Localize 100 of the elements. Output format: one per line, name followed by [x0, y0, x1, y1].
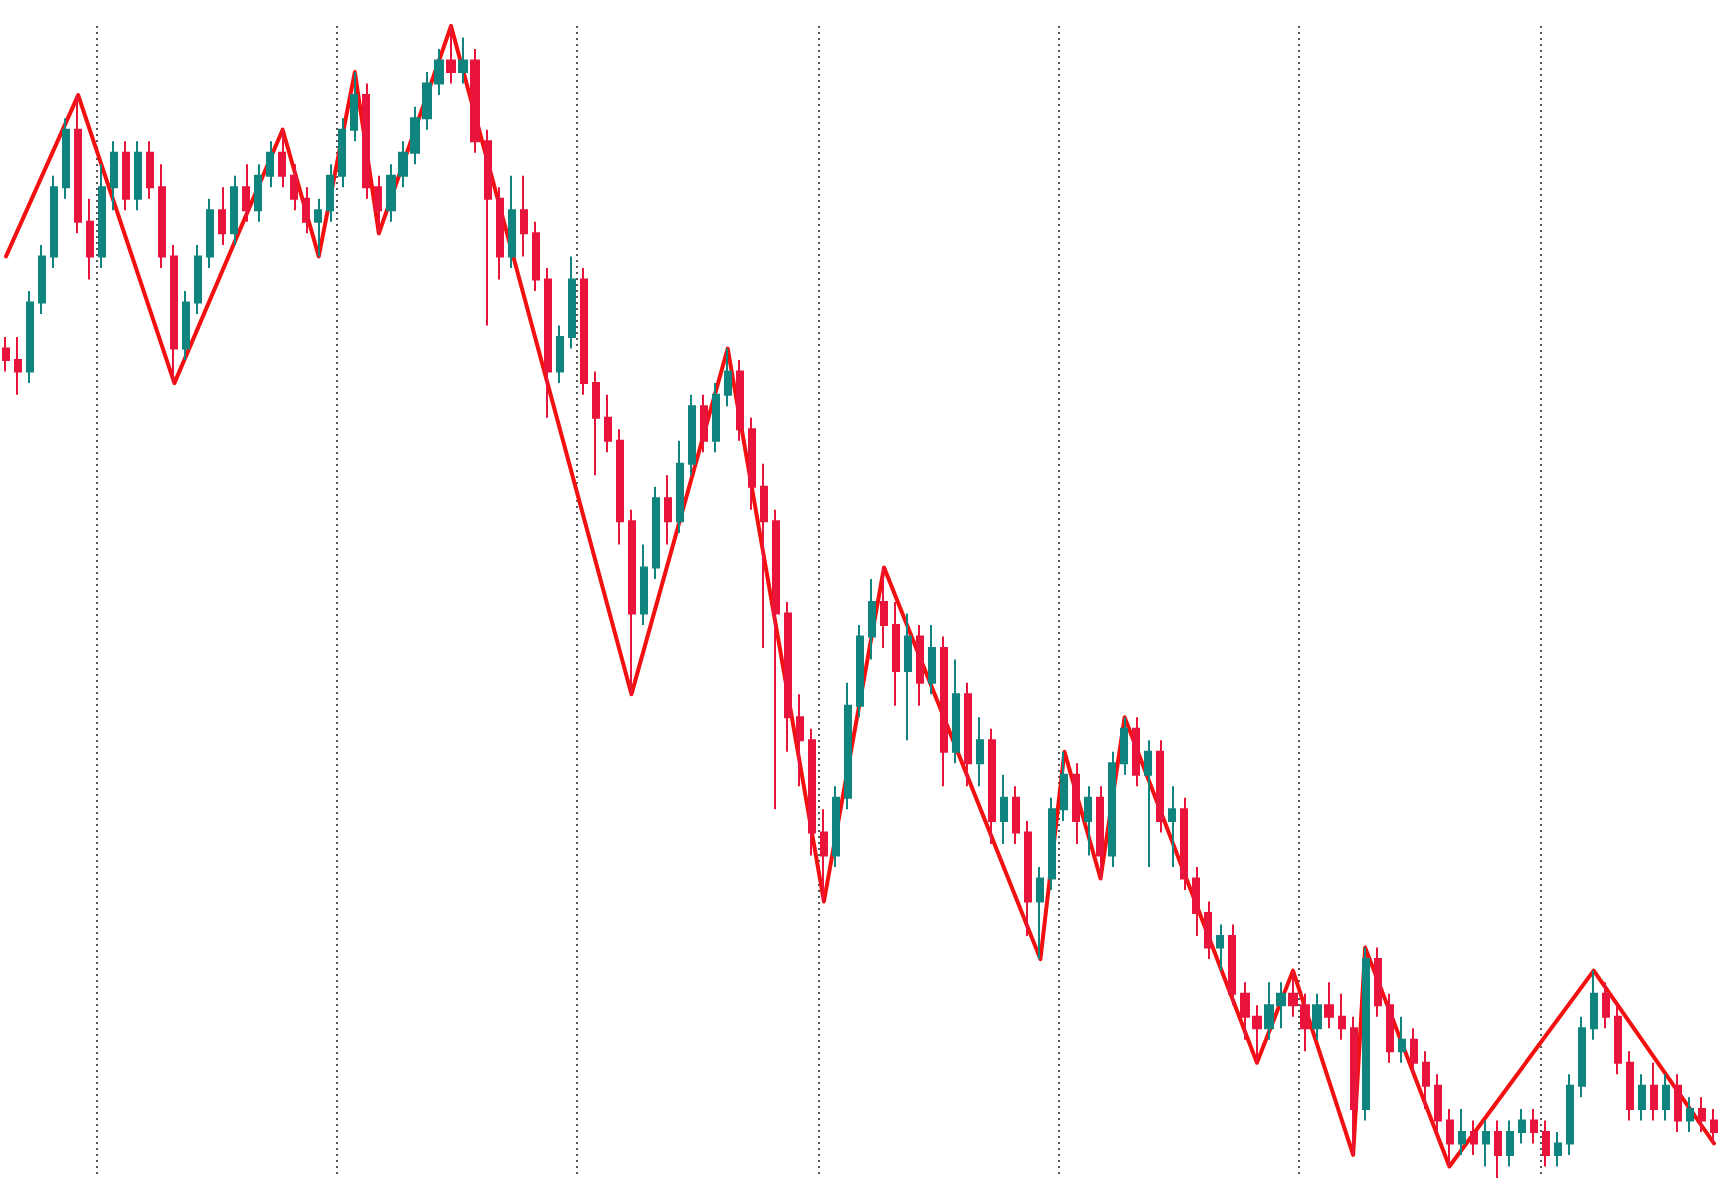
candlestick	[508, 174, 516, 269]
candlestick	[1362, 946, 1370, 1122]
candlestick	[1338, 992, 1346, 1041]
candlestick	[1470, 1119, 1478, 1156]
candlestick	[314, 197, 322, 258]
candlestick	[724, 347, 732, 408]
candlestick	[532, 220, 540, 292]
candlestick	[1350, 1015, 1358, 1156]
candlestick	[242, 163, 250, 223]
candlestick	[362, 82, 370, 200]
candlestick	[952, 658, 960, 765]
candlestick	[628, 508, 636, 696]
candlestick	[784, 601, 792, 753]
candlestick	[1024, 819, 1032, 938]
candlestick	[1710, 1107, 1718, 1145]
candlestick	[1120, 716, 1128, 776]
candlestick	[844, 681, 852, 811]
candlestick	[470, 48, 480, 154]
candlestick	[206, 197, 214, 269]
candlestick	[640, 543, 648, 627]
candlestick	[302, 186, 310, 235]
candlestick	[170, 243, 178, 385]
candlestick	[350, 71, 358, 143]
candlestick	[182, 289, 190, 362]
candlestick	[556, 324, 564, 385]
candlestick	[904, 612, 912, 742]
candlestick	[146, 140, 154, 200]
candlestick	[230, 174, 238, 246]
candlestick	[748, 416, 756, 511]
candlestick	[458, 36, 468, 85]
candlestick	[616, 428, 624, 546]
candlestick	[1192, 865, 1200, 938]
candlestick	[1180, 796, 1188, 891]
candlestick	[664, 474, 672, 546]
candlestick	[1216, 923, 1224, 972]
candlestick	[1422, 1050, 1430, 1110]
candlestick	[218, 186, 226, 246]
candlestick	[1410, 1027, 1418, 1076]
candlestick	[1518, 1107, 1526, 1145]
candlestick	[676, 439, 684, 534]
candlestick	[1482, 1119, 1490, 1168]
candlestick	[1084, 785, 1092, 857]
candlestick	[1542, 1119, 1550, 1168]
candlestick	[1434, 1073, 1442, 1133]
candlestick	[1386, 992, 1394, 1064]
candlestick	[278, 128, 286, 189]
candlestick	[1602, 981, 1610, 1030]
candlestick	[520, 174, 528, 258]
candlestick	[808, 727, 816, 857]
candlestick	[254, 163, 262, 223]
candlestick	[1156, 739, 1164, 834]
candlestick	[772, 508, 780, 811]
candlestick	[1650, 1061, 1658, 1122]
candlestick	[1096, 785, 1104, 880]
candlestick	[1566, 1073, 1574, 1156]
candlestick	[916, 624, 924, 707]
candlestick	[26, 289, 34, 385]
candlestick	[1048, 796, 1056, 891]
candlestick	[760, 462, 768, 650]
candlestick	[700, 393, 708, 454]
candlestick	[1578, 1015, 1586, 1099]
candlestick	[1228, 923, 1236, 1007]
candlestick	[194, 243, 202, 315]
candlestick	[1312, 992, 1322, 1041]
candlestick	[820, 808, 828, 903]
candlestick	[1626, 1050, 1634, 1122]
candlestick	[544, 266, 552, 419]
candlestick	[1036, 865, 1044, 961]
candlestick	[1698, 1096, 1706, 1133]
candlestick	[446, 25, 456, 85]
candlestick	[580, 266, 588, 396]
candlestick	[374, 174, 382, 235]
candlestick	[712, 382, 720, 454]
candlestick	[1446, 1107, 1454, 1168]
candlestick	[1144, 739, 1152, 868]
candlestick	[1132, 716, 1140, 788]
candlestick	[110, 140, 118, 212]
candlestick	[326, 163, 334, 223]
candlestick	[880, 566, 888, 650]
candlestick	[496, 186, 504, 281]
candlestick	[652, 485, 660, 580]
candlestick	[1638, 1073, 1646, 1122]
candlestick	[832, 785, 840, 868]
candlestick	[134, 140, 142, 212]
candlestick	[50, 174, 58, 269]
candlestick	[1072, 762, 1080, 845]
candlestick	[1674, 1073, 1682, 1133]
candlestick	[736, 359, 744, 442]
candlestick	[1060, 750, 1068, 822]
candlestick	[592, 370, 600, 477]
candlestick	[856, 624, 864, 719]
candlestick	[688, 393, 696, 477]
candlestick	[338, 117, 346, 189]
candlestick	[976, 716, 984, 788]
candlestick	[62, 117, 70, 200]
candlestick	[158, 163, 166, 269]
candlestick	[484, 128, 492, 327]
candlestick	[14, 336, 22, 396]
candlestick	[868, 577, 876, 661]
candlestick	[266, 140, 274, 189]
